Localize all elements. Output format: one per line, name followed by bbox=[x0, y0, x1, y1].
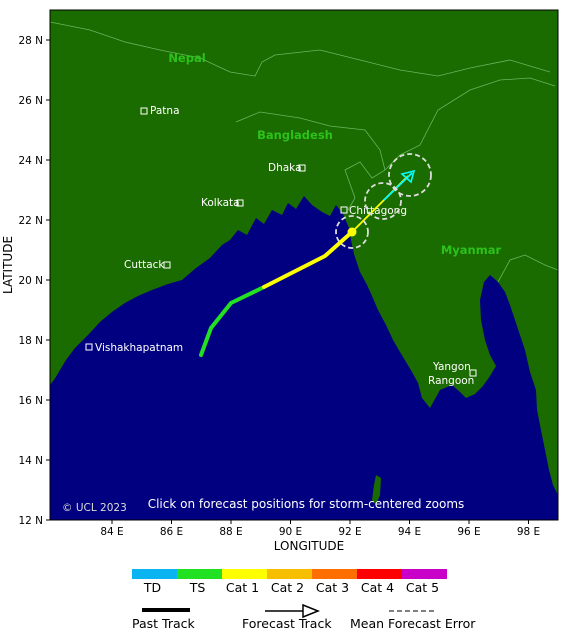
legend-swatch bbox=[222, 569, 267, 579]
city-label-rangoon: Rangoon bbox=[428, 375, 474, 387]
border-china bbox=[274, 49, 551, 77]
past-track-key-label: Past Track bbox=[132, 616, 195, 631]
lat-tick-label: 18 N bbox=[18, 335, 43, 347]
city-markers: Patna Dhaka Kolkata Chittagong Cuttack V… bbox=[85, 105, 477, 387]
lon-tick-label: 94 E bbox=[398, 526, 421, 538]
legend-label: Cat 2 bbox=[270, 580, 305, 595]
y-axis-title: LATITUDE bbox=[1, 236, 15, 294]
city-marker-yangon bbox=[469, 369, 477, 377]
city-marker-patna bbox=[140, 107, 148, 115]
current-storm-position[interactable] bbox=[347, 227, 357, 237]
lat-tick-label: 26 N bbox=[18, 95, 43, 107]
legend-label: Cat 5 bbox=[405, 580, 440, 595]
border-thailand bbox=[497, 254, 558, 283]
latitude-axis: 28 N 26 N 24 N 22 N 20 N 18 N 16 N 14 N 12 N bbox=[18, 35, 50, 527]
lon-tick-label: 84 E bbox=[100, 526, 123, 538]
lat-tick-label: 28 N bbox=[18, 35, 43, 47]
city-marker-vishakhapatnam bbox=[85, 343, 93, 351]
border-nepal bbox=[50, 21, 276, 77]
lat-tick-label: 24 N bbox=[18, 155, 43, 167]
lat-tick-label: 16 N bbox=[18, 395, 43, 407]
city-label-yangon: Yangon bbox=[432, 361, 471, 373]
legend-swatch bbox=[312, 569, 357, 579]
city-marker-kolkata bbox=[236, 199, 244, 207]
country-label-myanmar: Myanmar bbox=[441, 243, 502, 257]
forecast-track-key-label: Forecast Track bbox=[242, 616, 332, 631]
lon-tick-label: 88 E bbox=[219, 526, 242, 538]
plot-frame bbox=[49, 9, 559, 521]
city-label-cuttack: Cuttack bbox=[124, 259, 165, 271]
legend-label: Cat 4 bbox=[360, 580, 395, 595]
country-label-nepal: Nepal bbox=[168, 51, 205, 65]
lat-tick-label: 12 N bbox=[18, 515, 43, 527]
past-track-ts-south bbox=[199, 285, 266, 357]
border-myanmar bbox=[384, 77, 556, 171]
legend-label: TD bbox=[143, 580, 162, 595]
legend-swatch bbox=[357, 569, 402, 579]
lon-tick-label: 90 E bbox=[279, 526, 302, 538]
lon-tick-label: 92 E bbox=[338, 526, 361, 538]
legend-swatch bbox=[177, 569, 222, 579]
city-label-vishakhapatnam: Vishakhapatnam bbox=[95, 342, 183, 354]
city-label-patna: Patna bbox=[150, 105, 180, 117]
country-label-bangladesh: Bangladesh bbox=[257, 128, 333, 142]
storm-zoom-notice: Click on forecast positions for storm-ce… bbox=[148, 497, 465, 511]
city-marker-chittagong bbox=[340, 206, 348, 214]
land bbox=[50, 10, 558, 495]
city-label-dhaka: Dhaka bbox=[268, 162, 302, 174]
forecast-track-key-arrow-icon bbox=[302, 603, 321, 619]
andaman-islands bbox=[372, 475, 381, 505]
forecast-arrow-icon bbox=[400, 169, 416, 184]
lon-tick-label: 96 E bbox=[457, 526, 480, 538]
lat-tick-label: 22 N bbox=[18, 215, 43, 227]
city-marker-dhaka bbox=[298, 164, 306, 172]
lat-tick-label: 14 N bbox=[18, 455, 43, 467]
city-label-chittagong: Chittagong bbox=[349, 205, 407, 217]
forecast-error-key-label: Mean Forecast Error bbox=[350, 616, 476, 631]
forecast-error-circle-1[interactable] bbox=[335, 215, 369, 249]
lon-tick-label: 98 E bbox=[517, 526, 540, 538]
past-track-cat1 bbox=[262, 230, 354, 289]
legend-label: TS bbox=[189, 580, 206, 595]
legend-label: Cat 3 bbox=[315, 580, 350, 595]
border-bangladesh bbox=[235, 111, 386, 211]
legend-swatch bbox=[402, 569, 447, 579]
legend-swatch bbox=[132, 569, 177, 579]
copyright-text: © UCL 2023 bbox=[62, 502, 127, 514]
city-marker-cuttack bbox=[163, 261, 171, 269]
longitude-axis: 84 E 86 E 88 E 90 E 92 E 94 E 96 E 98 E bbox=[100, 520, 540, 538]
city-label-kolkata: Kolkata bbox=[201, 197, 240, 209]
lon-tick-label: 86 E bbox=[160, 526, 183, 538]
lat-tick-label: 20 N bbox=[18, 275, 43, 287]
forecast-error-circle-3[interactable] bbox=[388, 153, 432, 197]
legend-label: Cat 1 bbox=[225, 580, 260, 595]
forecast-error-circle-2[interactable] bbox=[364, 182, 402, 220]
legend-swatch bbox=[267, 569, 312, 579]
x-axis-title: LONGITUDE bbox=[274, 539, 344, 553]
forecast-track-arrow-shaft bbox=[383, 172, 413, 201]
